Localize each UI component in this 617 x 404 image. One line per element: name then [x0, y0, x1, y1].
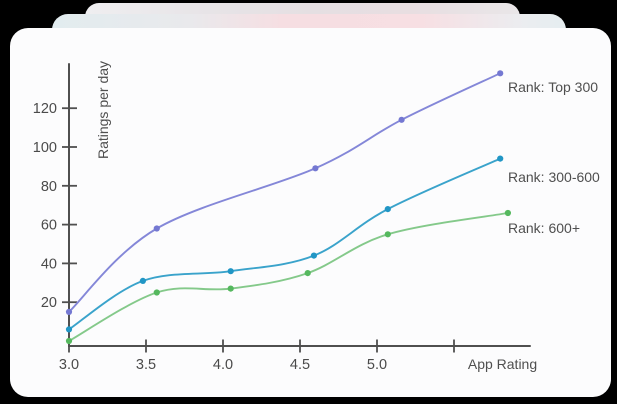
series-dot-2: [153, 289, 160, 296]
x-tick-label: 4.5: [290, 357, 310, 373]
x-tick-label: 3.0: [59, 357, 79, 373]
series-dot-2: [65, 337, 73, 345]
series-dot-2: [227, 285, 234, 292]
y-tick-label: 60: [41, 218, 57, 234]
legend-label-rank-top-300: Rank: Top 300: [508, 79, 599, 95]
series-dot-0: [153, 225, 160, 232]
series-dot-0: [65, 308, 73, 315]
series-dot-1: [384, 206, 391, 213]
series-dot-1: [497, 155, 504, 162]
series-dot-1: [65, 326, 73, 333]
series-line-1: [68, 157, 502, 331]
series-dot-0: [312, 165, 319, 172]
y-tick-label: 20: [41, 295, 57, 311]
y-tick-label: 40: [41, 256, 57, 272]
series-dot-1: [227, 268, 234, 275]
x-tick-label: 3.5: [136, 357, 156, 373]
legend-label-rank-300-600: Rank: 300-600: [508, 169, 600, 185]
series-dot-1: [139, 277, 146, 284]
series-dot-0: [398, 116, 405, 123]
series-dot-2: [504, 209, 511, 217]
x-tick-label: 4.0: [213, 357, 233, 373]
series-dot-0: [497, 70, 504, 77]
legend-label-rank-600-plus: Rank: 600+: [508, 220, 580, 236]
y-tick-label: 80: [41, 179, 57, 195]
y-tick-label: 120: [33, 101, 57, 117]
series-line-2: [68, 212, 509, 342]
series-dot-2: [384, 231, 391, 238]
series-line-0: [68, 72, 502, 313]
x-tick-label: 5.0: [367, 357, 387, 373]
x-axis-title: App Rating: [467, 356, 538, 372]
y-tick-label: 100: [33, 140, 57, 156]
series-dot-2: [304, 270, 311, 277]
axes: [68, 63, 531, 347]
y-axis-title: Ratings per day: [95, 60, 111, 160]
series-dot-1: [310, 252, 317, 259]
